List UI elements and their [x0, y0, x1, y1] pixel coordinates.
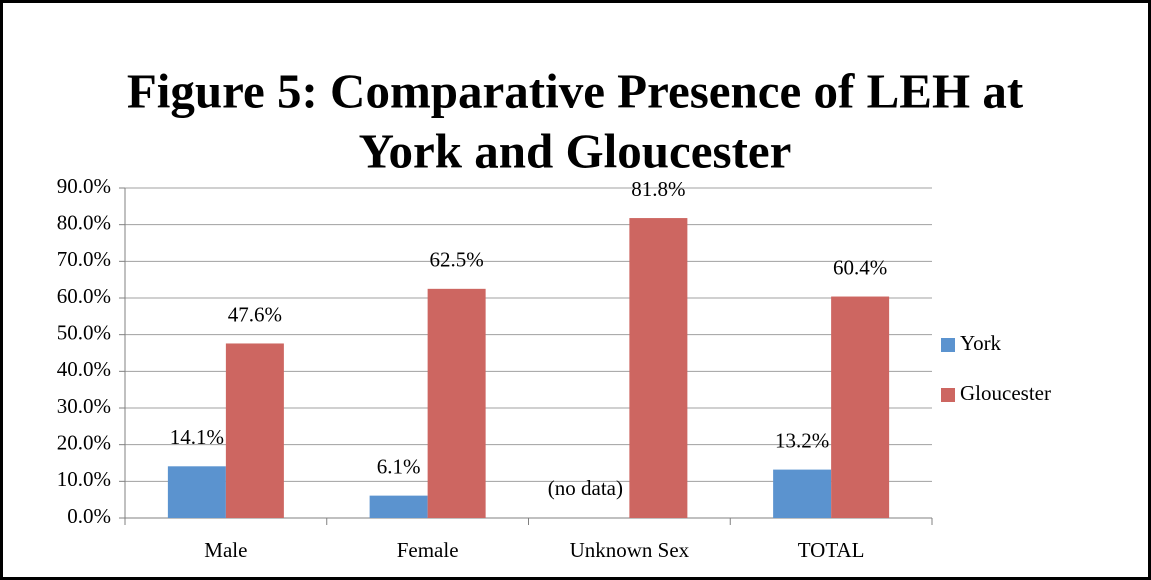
y-tick-label: 50.0% [57, 320, 111, 344]
x-tick-label: Female [397, 538, 459, 562]
x-tick-label: TOTAL [798, 538, 865, 562]
annotation: (no data) [548, 476, 623, 500]
y-tick-label: 80.0% [57, 210, 111, 234]
bar [831, 296, 890, 518]
value-label: 62.5% [430, 248, 484, 272]
y-tick-label: 0.0% [67, 504, 111, 528]
value-label: 60.4% [833, 255, 887, 279]
value-label: 81.8% [631, 177, 685, 201]
value-label: 47.6% [228, 302, 282, 326]
legend-label: York [960, 331, 1002, 355]
bar [427, 288, 486, 518]
value-label: 6.1% [377, 454, 421, 478]
legend-swatch [941, 388, 955, 402]
bar [369, 495, 428, 518]
bar [167, 466, 226, 518]
y-tick-label: 90.0% [57, 174, 111, 198]
y-tick-label: 40.0% [57, 357, 111, 381]
bar [629, 218, 688, 519]
x-tick-label: Unknown Sex [570, 538, 690, 562]
y-tick-label: 30.0% [57, 394, 111, 418]
y-tick-label: 20.0% [57, 430, 111, 454]
y-tick-label: 70.0% [57, 247, 111, 271]
value-label: 13.2% [775, 428, 829, 452]
bar [773, 469, 832, 518]
x-tick-label: Male [204, 538, 247, 562]
chart-title: Figure 5: Comparative Presence of LEH at [127, 63, 1024, 118]
chart-title: York and Gloucester [359, 123, 792, 178]
y-tick-label: 10.0% [57, 467, 111, 491]
legend-swatch [941, 338, 955, 352]
value-label: 14.1% [170, 425, 224, 449]
bar [225, 343, 284, 518]
legend-label: Gloucester [960, 381, 1051, 405]
y-tick-label: 60.0% [57, 284, 111, 308]
